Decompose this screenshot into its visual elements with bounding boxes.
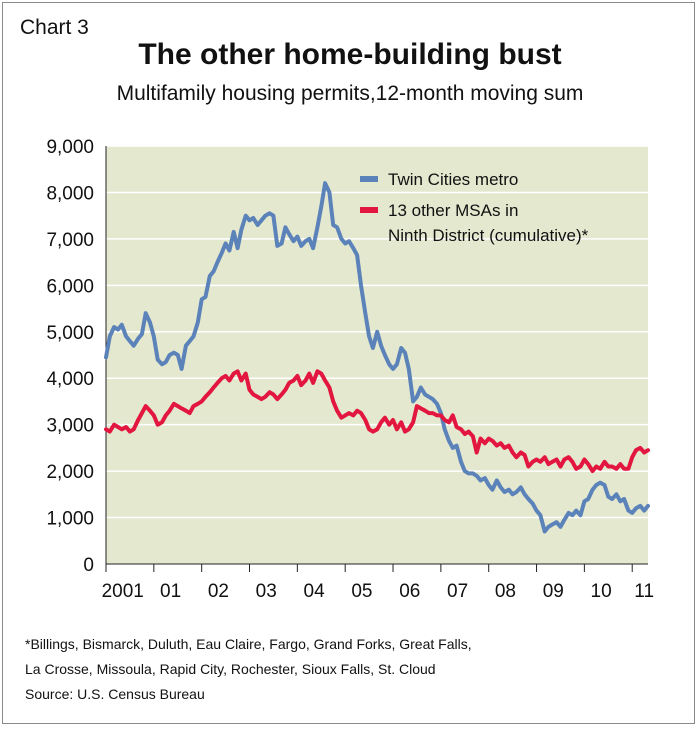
footnote-line-1: *Billings, Bismarck, Duluth, Eau Claire,…: [25, 636, 472, 652]
series-line-twin-cities: [104, 181, 650, 534]
chart-title: The other home-building bust: [138, 38, 562, 71]
chart-subtitle: Multifamily housing permits,12-month mov…: [116, 82, 584, 105]
x-tick-label: 03: [256, 581, 277, 602]
x-tick-label: 05: [351, 581, 372, 602]
footnote-line-2: La Crosse, Missoula, Rapid City, Rochest…: [25, 661, 436, 677]
series-line-other-msas: [104, 369, 650, 474]
x-tick-label: 06: [399, 581, 420, 602]
x-tick-label: 09: [543, 581, 564, 602]
source-note: Source: U.S. Census Bureau: [25, 686, 205, 702]
y-tick-label: 4,000: [46, 369, 94, 390]
x-tick-label: 11: [634, 581, 654, 602]
y-tick-label: 8,000: [46, 183, 94, 204]
x-tick-label: 10: [591, 581, 612, 602]
chart-number-label: Chart 3: [20, 16, 89, 39]
y-tick-label: 0: [83, 555, 94, 576]
y-tick-label: 3,000: [46, 416, 94, 437]
footnote: *Billings, Bismarck, Duluth, Eau Claire,…: [25, 632, 675, 682]
y-tick-label: 6,000: [46, 276, 94, 297]
y-tick-label: 1,000: [46, 509, 94, 530]
legend-label: Ninth District (cumulative)*: [388, 226, 589, 245]
x-tick-label: 07: [447, 581, 468, 602]
y-tick-label: 7,000: [46, 230, 94, 251]
legend-label: Twin Cities metro: [388, 170, 518, 189]
x-tick-label: 02: [208, 581, 229, 602]
x-tick-label: 08: [495, 581, 516, 602]
x-tick-label: 2001: [102, 581, 144, 602]
legend-label: 13 other MSAs in: [388, 201, 518, 220]
x-tick-label: 01: [160, 581, 181, 602]
x-tick-label: 04: [304, 581, 326, 602]
y-tick-label: 9,000: [46, 137, 94, 158]
y-tick-label: 2,000: [46, 462, 94, 483]
y-tick-label: 5,000: [46, 323, 94, 344]
plot-area: [106, 146, 648, 564]
